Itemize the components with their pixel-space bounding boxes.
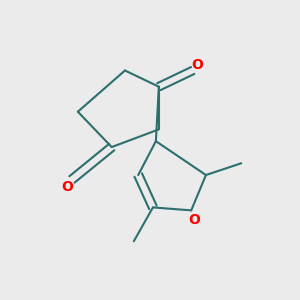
Text: O: O (191, 58, 203, 72)
Text: O: O (188, 213, 200, 227)
Text: O: O (61, 180, 74, 194)
